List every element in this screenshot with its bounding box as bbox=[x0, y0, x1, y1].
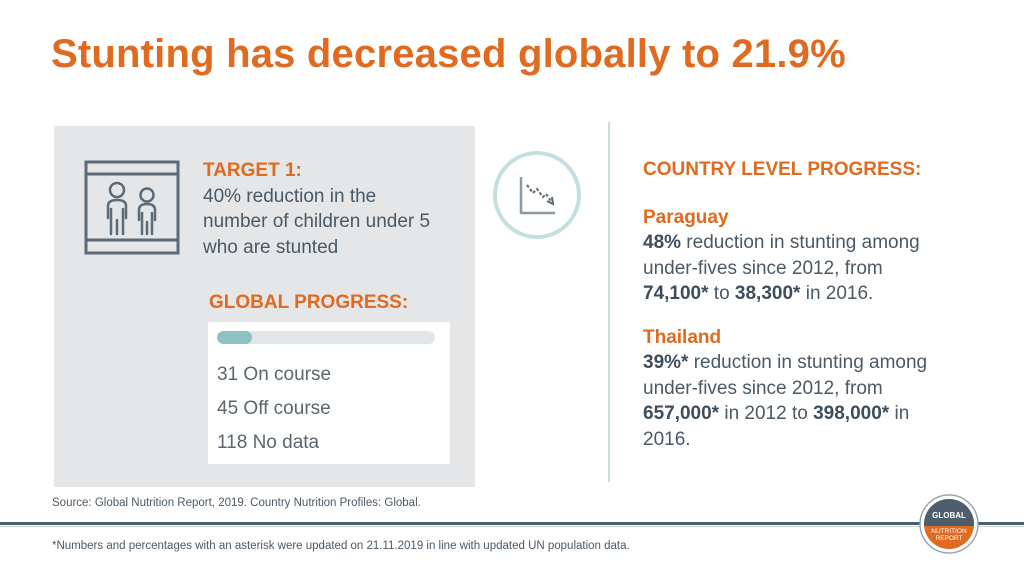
progress-stat-list: 31 On course 45 Off course 118 No data bbox=[217, 358, 331, 460]
slide-title: Stunting has decreased globally to 21.9% bbox=[51, 32, 846, 76]
footer-rule bbox=[0, 522, 1024, 525]
highlight-figure: 398,000* bbox=[813, 403, 890, 424]
global-progress-heading: GLOBAL PROGRESS: bbox=[209, 292, 409, 313]
logo-text-report: REPORT bbox=[936, 535, 963, 542]
highlight-figure: 74,100* bbox=[643, 283, 709, 304]
description-text: reduction in stunting among under-fives … bbox=[643, 232, 920, 279]
country-description: 39%* reduction in stunting among under-f… bbox=[643, 350, 943, 452]
source-note: Source: Global Nutrition Report, 2019. C… bbox=[52, 497, 421, 509]
country-progress-heading: COUNTRY LEVEL PROGRESS: bbox=[643, 159, 922, 180]
description-text: to bbox=[708, 283, 735, 304]
country-description: 48% reduction in stunting among under-fi… bbox=[643, 230, 943, 307]
footnote: *Numbers and percentages with an asteris… bbox=[52, 540, 630, 552]
target-description: 40% reduction in the number of children … bbox=[203, 185, 431, 258]
country-name: Paraguay bbox=[643, 206, 729, 228]
trend-down-icon bbox=[519, 177, 555, 215]
description-text: in 2016. bbox=[643, 403, 910, 450]
description-text: reduction in stunting among under-fives … bbox=[643, 352, 928, 399]
description-text: in 2016. bbox=[800, 283, 874, 304]
logo-text-global: GLOBAL bbox=[932, 511, 966, 520]
progress-bar bbox=[217, 331, 435, 344]
highlight-figure: 657,000* bbox=[643, 403, 720, 424]
country-progress: COUNTRY LEVEL PROGRESS: Paraguay 48% red… bbox=[643, 157, 943, 470]
global-progress-card: 31 On course 45 Off course 118 No data bbox=[208, 322, 450, 464]
target-heading: TARGET 1: bbox=[203, 160, 302, 181]
column-divider bbox=[608, 122, 610, 482]
stat-no-data: 118 No data bbox=[217, 432, 320, 453]
global-nutrition-report-logo: GLOBAL NUTRITION REPORT bbox=[919, 494, 979, 554]
children-icon bbox=[84, 160, 180, 255]
stat-off-course: 45 Off course bbox=[217, 398, 331, 419]
country-paraguay: Paraguay 48% reduction in stunting among… bbox=[643, 205, 943, 307]
highlight-figure: 39%* bbox=[643, 352, 689, 373]
progress-bar-fill bbox=[217, 331, 252, 344]
logo-text-nutrition: NUTRITION bbox=[931, 528, 967, 535]
description-text: in 2012 to bbox=[719, 403, 814, 424]
footer-rule-thin bbox=[0, 526, 1024, 527]
stat-on-course: 31 On course bbox=[217, 364, 332, 385]
highlight-figure: 48% bbox=[643, 232, 682, 253]
country-name: Thailand bbox=[643, 326, 722, 348]
country-thailand: Thailand 39%* reduction in stunting amon… bbox=[643, 325, 943, 453]
trend-badge bbox=[493, 151, 581, 239]
highlight-figure: 38,300* bbox=[734, 283, 801, 304]
target-block: TARGET 1: 40% reduction in the number of… bbox=[203, 158, 443, 260]
